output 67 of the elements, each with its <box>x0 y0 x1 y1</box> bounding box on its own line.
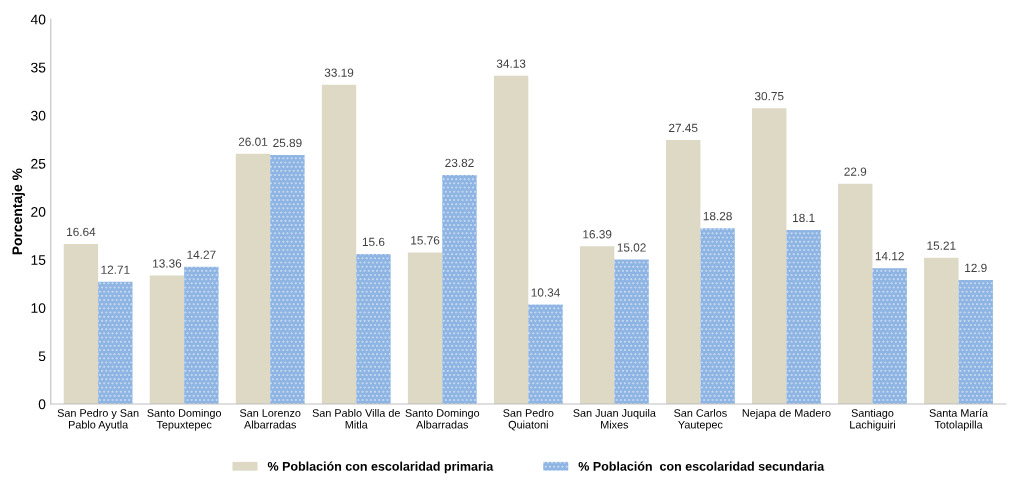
data-label: 18.1 <box>793 213 815 223</box>
y-tick-label: 30 <box>31 110 46 121</box>
y-tick-label: 0 <box>38 399 46 410</box>
legend-label: % Población con escolaridad primaria <box>267 461 494 474</box>
data-label: 15.21 <box>927 241 956 250</box>
x-tick-label: Santa María Totolapilla <box>929 408 989 431</box>
bar <box>149 275 185 405</box>
legend-label: % Población con escolaridad secundaria <box>578 461 825 471</box>
bar <box>665 139 701 405</box>
x-tick-label: San Carlos Yautepec <box>674 408 727 431</box>
bar <box>321 84 357 405</box>
x-tick-label: San Lorenzo Albarradas <box>239 409 301 429</box>
data-label: 23.82 <box>445 158 474 167</box>
data-label: 15.02 <box>617 243 646 252</box>
bar <box>528 304 563 405</box>
data-label: 13.36 <box>153 259 182 268</box>
x-tick-label: Nejapa de Madero <box>742 408 831 419</box>
y-tick-label: 25 <box>31 158 46 169</box>
bar <box>872 268 907 405</box>
bar <box>786 229 821 405</box>
bar <box>63 243 99 405</box>
data-label: 34.13 <box>496 59 526 68</box>
x-tick-label: Santiago Lachiguiri <box>850 408 895 431</box>
y-tick-label: 35 <box>31 62 46 73</box>
x-tick-label: Santo Domingo Albarradas <box>405 408 480 429</box>
bar <box>493 75 529 405</box>
data-label: 10.34 <box>531 288 560 297</box>
bar <box>235 153 271 405</box>
y-tick-label: 20 <box>31 206 46 217</box>
x-tick-label: San Pedro y San Pablo Ayutla <box>57 408 139 431</box>
bar <box>579 246 615 405</box>
data-label: 25.89 <box>273 138 302 148</box>
bar <box>958 279 993 405</box>
bar <box>838 183 873 405</box>
bar <box>924 257 959 405</box>
data-label: 18.28 <box>703 211 732 221</box>
data-label: 27.45 <box>669 123 698 133</box>
data-label: 14.27 <box>187 250 216 259</box>
data-label: 15.76 <box>411 236 440 245</box>
x-tick-label: Santo Domingo Tepuxtepec <box>147 408 222 431</box>
data-label: 16.64 <box>67 227 96 237</box>
bar <box>700 228 735 405</box>
y-tick-label: 10 <box>31 303 46 314</box>
data-label: 22.9 <box>844 167 867 176</box>
bar <box>614 259 649 405</box>
bar <box>98 281 133 405</box>
bar <box>356 253 391 405</box>
data-label: 14.12 <box>875 251 904 261</box>
y-tick-label: 5 <box>38 351 46 362</box>
bar <box>184 266 219 405</box>
y-tick-label: 40 <box>30 14 46 25</box>
data-label: 12.71 <box>101 265 130 274</box>
data-label: 12.9 <box>965 263 987 273</box>
data-label: 26.01 <box>238 137 268 146</box>
data-label: 30.75 <box>754 91 784 101</box>
data-label: 15.6 <box>362 237 385 247</box>
bar <box>752 108 787 405</box>
x-tick-label: San Pablo Villa de Mitla <box>312 408 400 429</box>
bar <box>407 252 443 405</box>
x-tick-label: San Juan Juquila Mixes <box>573 408 656 429</box>
data-label: 33.19 <box>324 68 354 77</box>
y-tick-label: 15 <box>31 255 46 265</box>
y-axis-title: Porcentaje % <box>11 168 25 255</box>
bar <box>270 154 305 405</box>
x-tick-label: San Pedro Quiatoni <box>503 408 554 431</box>
data-label: 16.39 <box>583 230 612 239</box>
bar <box>442 174 477 405</box>
